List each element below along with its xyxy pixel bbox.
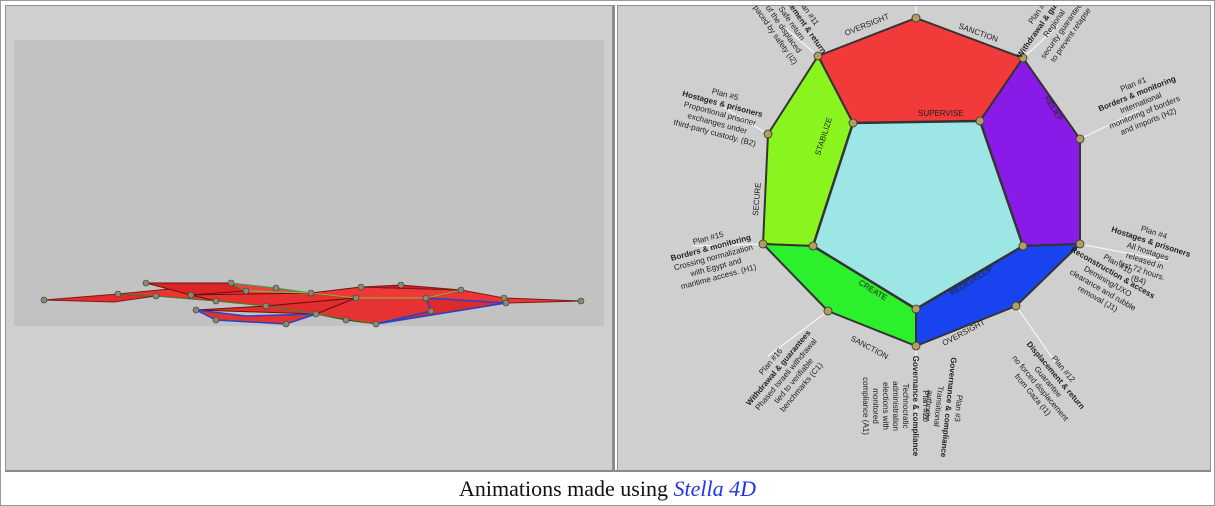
dodecahedron-diagram: OVERSIGHT SANCTION RELIEF SECURE CREATE … [670, 6, 1192, 458]
plan-title: Governance & compliance [911, 356, 920, 457]
render-viewport [14, 40, 604, 326]
vertex-ball [422, 294, 430, 302]
flat-face [195, 309, 317, 325]
plan-line: Technocratic [901, 384, 910, 429]
edge-label: SUPERVISE [918, 109, 964, 118]
vertex-ball [975, 116, 985, 126]
spoke-line [712, 100, 769, 135]
caption-separator [5, 470, 1210, 472]
vertex-ball [372, 320, 380, 328]
plan-line: monitored [871, 388, 880, 424]
right-animation-panel: OVERSIGHT SANCTION RELIEF SECURE CREATE … [617, 5, 1211, 472]
vertex-ball [142, 279, 150, 287]
vertex-ball [312, 310, 320, 318]
plan-number: Plan #3 [952, 394, 964, 422]
left-animation-panel [5, 5, 613, 472]
spoke-line [1079, 243, 1169, 262]
vertex-ball [342, 316, 350, 324]
edge-label: SANCTION [849, 334, 890, 361]
vertex-ball [1075, 134, 1085, 144]
vertex-ball [192, 306, 200, 314]
vertex-ball [911, 304, 921, 314]
vertex-ball [1018, 53, 1028, 63]
spoke-line [782, 25, 819, 57]
spoke-line [692, 243, 764, 247]
plan-line: compliance (A1) [861, 377, 870, 435]
vertex-ball [577, 297, 585, 305]
vertex-ball [911, 13, 921, 23]
caption-text: Animations made using [459, 476, 674, 501]
flat-polyhedron-view [14, 40, 604, 328]
vertex-ball [763, 129, 773, 139]
vertex-ball [187, 291, 195, 299]
vertex-ball [152, 292, 160, 300]
vertex-ball [397, 281, 405, 289]
vertex-ball [262, 302, 270, 310]
vertex-ball [40, 296, 48, 304]
vertex-ball [848, 118, 858, 128]
vertex-ball [227, 279, 235, 287]
vertex-ball [307, 289, 315, 297]
vertex-ball [457, 286, 465, 294]
vertex-ball [1011, 301, 1021, 311]
stella-4d-link[interactable]: Stella 4D [673, 476, 756, 501]
vertex-ball [427, 307, 435, 315]
vertex-ball [911, 341, 921, 351]
vertex-ball [282, 320, 290, 328]
vertex-ball [272, 284, 280, 292]
vertex-ball [808, 241, 818, 251]
plan-line: Transitional [932, 385, 945, 427]
panel-divider [613, 5, 615, 472]
vertex-ball [813, 51, 823, 61]
vertex-ball [1075, 239, 1085, 249]
vertex-ball [242, 287, 250, 295]
flat-edge [117, 293, 377, 325]
vertex-ball [212, 297, 220, 305]
vertex-ball [758, 239, 768, 249]
vertex-ball [1018, 241, 1028, 251]
plan-line: administration [891, 381, 900, 431]
plan-line: authority [922, 389, 934, 420]
spoke-line [1015, 305, 1059, 367]
spoke-line [1022, 25, 1059, 59]
plan-number: Plan #20 [921, 390, 930, 422]
vertex-ball [352, 294, 360, 302]
face-center-cyan [811, 119, 1025, 311]
vertex-ball [212, 316, 220, 324]
vertex-ball [114, 290, 122, 298]
vertex-ball [502, 299, 510, 307]
edge-label: SECURE [751, 182, 763, 216]
vertex-ball [823, 306, 833, 316]
spoke-line [1079, 110, 1139, 140]
figure-caption: Animations made using Stella 4D [0, 474, 1215, 504]
vertex-ball [357, 283, 365, 291]
plan-line: elections with [881, 382, 890, 430]
flat-face [360, 284, 462, 291]
spoke-line [767, 310, 829, 357]
